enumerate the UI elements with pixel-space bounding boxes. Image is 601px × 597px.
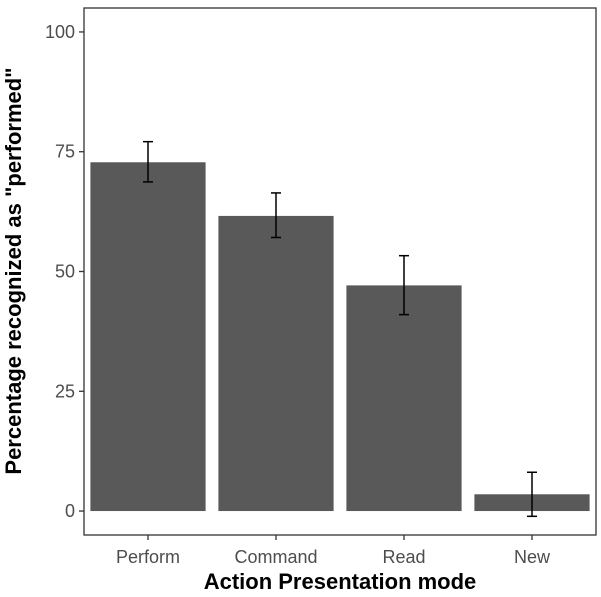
- y-axis-title: Percentage recognized as "performed": [1, 67, 26, 474]
- error-bar-new: [527, 471, 537, 518]
- y-tick-label: 25: [55, 381, 75, 401]
- bar-command: [218, 215, 334, 512]
- bar-read: [346, 285, 462, 512]
- x-axis: Perform Command Read New: [116, 535, 551, 567]
- y-axis: 0 25 50 75 100: [45, 22, 84, 521]
- x-axis-title: Action Presentation mode: [204, 569, 477, 594]
- x-tick-label-perform: Perform: [116, 547, 180, 567]
- y-tick-label: 50: [55, 262, 75, 282]
- x-tick-label-command: Command: [234, 547, 317, 567]
- bar-perform: [90, 162, 206, 512]
- y-tick-label: 100: [45, 22, 75, 42]
- error-bar-perform: [143, 140, 153, 183]
- y-tick-label: 0: [65, 501, 75, 521]
- error-bars-layer: [143, 140, 537, 518]
- y-tick-label: 75: [55, 142, 75, 162]
- error-bar-command: [271, 192, 281, 239]
- x-tick-label-read: Read: [382, 547, 425, 567]
- x-tick-label-new: New: [514, 547, 551, 567]
- bars-layer: [90, 162, 590, 512]
- error-bar-read: [399, 254, 409, 316]
